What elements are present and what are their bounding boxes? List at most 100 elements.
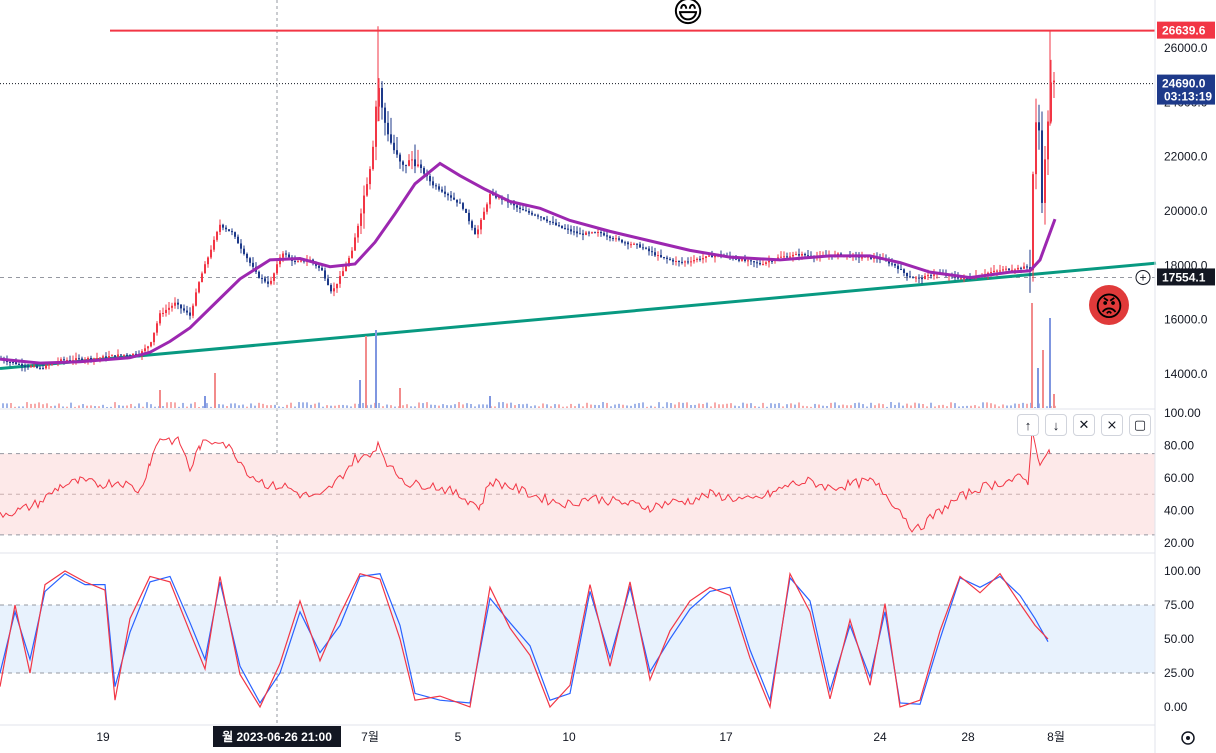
volume-bar [466, 403, 468, 408]
volume-bar [170, 402, 172, 408]
volume-bar [890, 402, 892, 408]
candle-body [597, 232, 599, 234]
candle-body [267, 281, 269, 284]
candle-body [213, 239, 215, 250]
candle-body [375, 106, 377, 147]
volume-bar [470, 404, 472, 408]
volume-bar [82, 404, 84, 408]
volume-bar [770, 403, 772, 408]
volume-bar [354, 403, 356, 408]
candle-body [693, 259, 695, 262]
volume-bar [714, 402, 716, 408]
volume-bar [322, 406, 324, 408]
candle-body [198, 282, 200, 293]
candle-body [399, 154, 401, 162]
volume-bar [706, 402, 708, 408]
resistance-price-label-bg [1157, 21, 1215, 39]
candle-body [1005, 268, 1007, 270]
candle-body [744, 259, 746, 261]
candle-body [411, 159, 413, 161]
volume-bar [314, 403, 316, 408]
volume-bar-major [204, 396, 206, 408]
volume-bar [534, 405, 536, 408]
volume-bar [746, 403, 748, 408]
candle-body [633, 243, 635, 245]
volume-bar [142, 406, 144, 408]
candle-body [183, 308, 185, 311]
volume-bar [494, 406, 496, 408]
move-pane-up-button[interactable]: ↑ [1017, 414, 1039, 436]
candle-body [354, 237, 356, 251]
volume-bar [486, 404, 488, 408]
rsi-axis-tick: 20.00 [1164, 536, 1194, 550]
candle-body [273, 273, 275, 281]
resistance-price-label: 26639.6 [1162, 24, 1206, 38]
candle-body [1038, 122, 1040, 131]
volume-bar [754, 406, 756, 408]
candle-body [69, 360, 71, 362]
candle-body [285, 253, 287, 255]
volume-bar [154, 406, 156, 408]
volume-bar [1002, 404, 1004, 408]
volume-bar [278, 406, 280, 408]
volume-bar [902, 405, 904, 408]
candle-body [795, 254, 797, 256]
volume-bar [594, 404, 596, 408]
volume-bar [190, 403, 192, 408]
move-pane-down-button[interactable]: ↓ [1045, 414, 1067, 436]
volume-bar [2, 403, 4, 408]
candle-body [477, 229, 479, 235]
candle-body [1035, 122, 1037, 175]
volume-bar [34, 403, 36, 408]
candle-body [456, 199, 458, 203]
candle-body [576, 231, 578, 234]
candle-body [243, 248, 245, 254]
candle-body [609, 236, 611, 239]
close-pane-button[interactable]: ✕ [1073, 414, 1095, 436]
candle-body [270, 280, 272, 284]
maximize-pane-button[interactable]: ▢ [1129, 414, 1151, 436]
settings-gear-icon [1181, 731, 1195, 745]
volume-bar [750, 403, 752, 408]
volume-bar [78, 405, 80, 408]
volume-bar [882, 404, 884, 408]
volume-bar [1034, 406, 1036, 408]
volume-bar [586, 402, 588, 408]
candle-body [987, 272, 989, 275]
volume-bar [22, 406, 24, 408]
volume-bar [538, 406, 540, 408]
volume-bar [18, 406, 20, 408]
volume-bar [866, 406, 868, 408]
candle-body [36, 366, 38, 368]
volume-bar [234, 403, 236, 408]
moving-average-line [0, 161, 1057, 365]
candle-body [588, 232, 590, 234]
candle-body [327, 278, 329, 286]
candle-body [177, 302, 179, 305]
collapse-pane-button[interactable]: ⨯ [1101, 414, 1123, 436]
volume-bar [1018, 403, 1020, 408]
candle-body [330, 285, 332, 292]
volume-bar [718, 404, 720, 408]
volume-bar [818, 404, 820, 408]
candle-body [807, 255, 809, 257]
candle-body [225, 227, 227, 230]
volume-bar [450, 405, 452, 408]
volume-bar [134, 406, 136, 408]
rsi-line [0, 429, 1051, 533]
volume-bar [338, 404, 340, 408]
volume-bar [778, 403, 780, 408]
candle-body [228, 229, 230, 232]
volume-bar [578, 403, 580, 408]
candle-body [393, 142, 395, 151]
volume-bar [110, 406, 112, 408]
candle-body [180, 304, 182, 309]
volume-bar [814, 403, 816, 408]
candle-body [420, 164, 422, 169]
volume-bar [978, 406, 980, 408]
candle-body [450, 195, 452, 198]
candle-body [657, 255, 659, 257]
volume-bar [150, 404, 152, 408]
candle-body [486, 204, 488, 212]
